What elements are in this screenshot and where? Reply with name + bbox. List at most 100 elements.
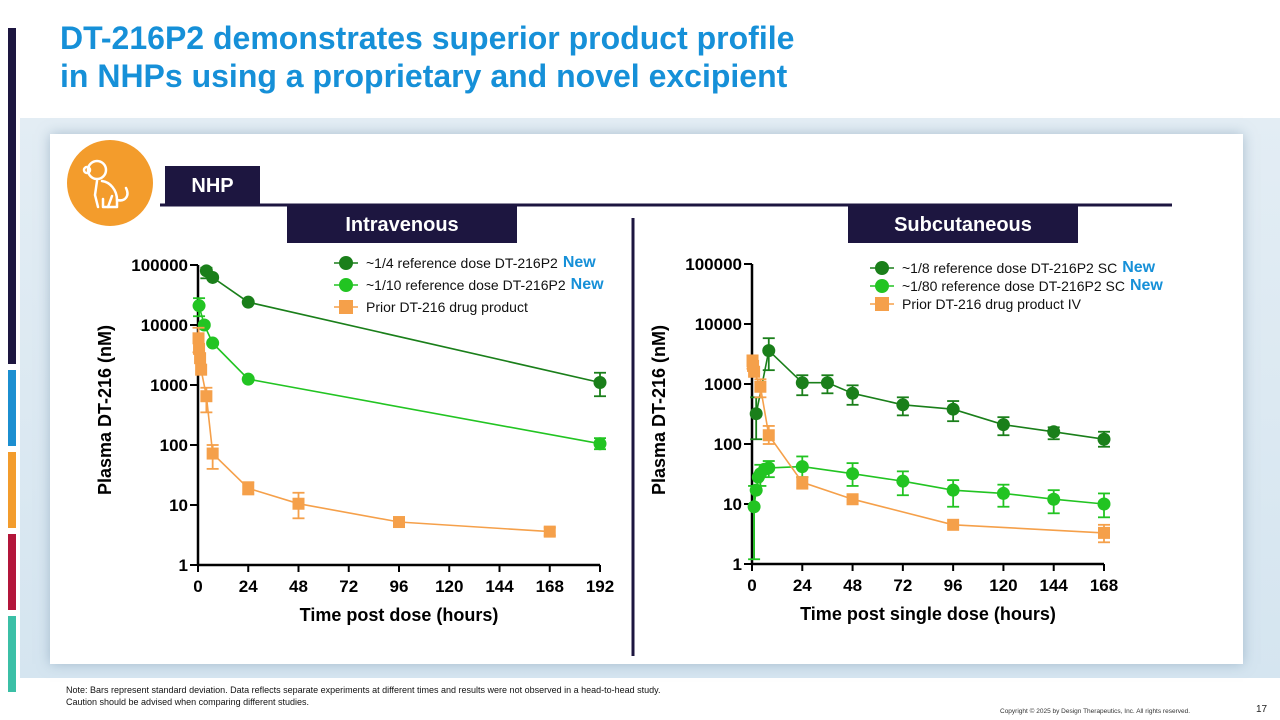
iv-xtick-label: 48 bbox=[289, 577, 308, 596]
sc-series-2 bbox=[746, 354, 1110, 544]
iv-ytick-label: 10 bbox=[169, 496, 188, 515]
sc-plot: 1 10 100 1000 10000 100000 0 24 48 72 96 120 144 168 P… bbox=[649, 255, 1163, 624]
iv-data-point bbox=[241, 295, 255, 309]
sc-new-badge: New bbox=[1122, 259, 1155, 276]
sc-data-point bbox=[946, 483, 960, 497]
sc-data-point bbox=[749, 407, 763, 421]
iv-data-point bbox=[200, 390, 213, 403]
iv-data-point bbox=[543, 525, 556, 538]
sc-legend-label: ~1/80 reference dose DT-216P2 SC bbox=[902, 278, 1125, 294]
sc-new-badge: New bbox=[1130, 277, 1163, 294]
sc-data-point bbox=[796, 476, 809, 489]
iv-xtick-label: 168 bbox=[536, 577, 564, 596]
copyright: Copyright © 2025 by Design Therapeutics,… bbox=[1000, 708, 1191, 715]
sc-data-point bbox=[846, 493, 859, 506]
accent-bar-navy bbox=[8, 28, 16, 364]
sc-data-point bbox=[996, 418, 1010, 432]
sc-xtick-label: 168 bbox=[1090, 576, 1118, 595]
sc-xtick-label: 24 bbox=[793, 576, 812, 595]
iv-data-point bbox=[197, 318, 211, 332]
sc-series-line bbox=[755, 349, 1105, 440]
sc-data-point bbox=[747, 500, 761, 514]
sc-data-point bbox=[762, 429, 775, 442]
iv-xtick-label: 0 bbox=[193, 577, 202, 596]
slide-title-line-2: in NHPs using a proprietary and novel ex… bbox=[60, 58, 788, 94]
iv-xlabel: Time post dose (hours) bbox=[300, 605, 499, 625]
accent-bar-orange bbox=[8, 452, 16, 528]
iv-legend-marker bbox=[339, 300, 353, 314]
iv-legend-marker bbox=[339, 256, 353, 270]
footnote: Note: Bars represent standard deviation.… bbox=[66, 685, 661, 707]
slide-title-line-1: DT-216P2 demonstrates superior product p… bbox=[60, 20, 795, 56]
sc-ytick-label: 1 bbox=[733, 555, 742, 574]
sc-ytick-label: 10000 bbox=[695, 315, 742, 334]
iv-legend-label: ~1/4 reference dose DT-216P2 bbox=[366, 255, 558, 271]
iv-legend-label: Prior DT-216 drug product bbox=[366, 299, 528, 315]
iv-legend: ~1/4 reference dose DT-216P2 New ~1/10 ref… bbox=[334, 254, 604, 315]
sc-ytick-label: 100000 bbox=[685, 255, 742, 274]
iv-data-point bbox=[292, 497, 305, 510]
sc-series-1 bbox=[747, 455, 1111, 561]
sc-legend-marker bbox=[875, 297, 889, 311]
sc-xlabel: Time post single dose (hours) bbox=[800, 604, 1056, 624]
species-label-box bbox=[165, 166, 260, 205]
iv-series-2 bbox=[192, 326, 556, 538]
sc-legend-label: ~1/8 reference dose DT-216P2 SC bbox=[902, 260, 1117, 276]
sc-series-0 bbox=[749, 337, 1111, 448]
iv-data-point bbox=[393, 516, 405, 529]
iv-data-point bbox=[206, 447, 219, 460]
sc-panel-title-text: Subcutaneous bbox=[894, 214, 1032, 236]
sc-data-point bbox=[1097, 497, 1111, 511]
iv-new-badge: New bbox=[563, 254, 596, 271]
iv-panel-title-text: Intravenous bbox=[345, 214, 458, 236]
sc-data-point bbox=[946, 402, 960, 416]
sc-xtick-label: 0 bbox=[747, 576, 756, 595]
iv-data-point bbox=[193, 342, 206, 355]
iv-xtick-label: 72 bbox=[339, 577, 358, 596]
iv-data-point bbox=[206, 270, 220, 284]
sc-ytick-label: 10 bbox=[723, 495, 742, 514]
sc-data-point bbox=[996, 486, 1010, 500]
sc-legend-marker bbox=[875, 261, 889, 275]
sc-xtick-label: 48 bbox=[843, 576, 862, 595]
sc-data-point bbox=[762, 344, 776, 358]
sc-data-point bbox=[846, 386, 860, 400]
sc-legend-label: Prior DT-216 drug product IV bbox=[902, 296, 1082, 312]
sc-data-point bbox=[1097, 432, 1111, 446]
iv-ytick-label: 10000 bbox=[141, 316, 188, 335]
iv-data-point bbox=[206, 336, 220, 350]
sc-xtick-label: 96 bbox=[944, 576, 963, 595]
iv-ytick-label: 1 bbox=[179, 556, 188, 575]
iv-data-point bbox=[593, 376, 607, 390]
iv-data-point bbox=[195, 363, 208, 376]
iv-xtick-label: 24 bbox=[239, 577, 258, 596]
sc-legend: ~1/8 reference dose DT-216P2 SC New ~1/80 … bbox=[870, 259, 1163, 312]
slide-title: DT-216P2 demonstrates superior product p… bbox=[60, 19, 794, 95]
iv-data-point bbox=[242, 482, 255, 495]
iv-ytick-label: 1000 bbox=[150, 376, 188, 395]
iv-xtick-label: 96 bbox=[390, 577, 409, 596]
sc-data-point bbox=[762, 461, 776, 475]
iv-xtick-label: 144 bbox=[485, 577, 514, 596]
sc-data-point bbox=[795, 460, 809, 474]
sc-ylabel: Plasma DT-216 (nM) bbox=[649, 325, 669, 495]
iv-ytick-label: 100000 bbox=[131, 256, 188, 275]
sc-legend-marker bbox=[875, 279, 889, 293]
sc-xtick-label: 120 bbox=[989, 576, 1017, 595]
iv-data-point bbox=[192, 332, 205, 345]
accent-bar-teal bbox=[8, 616, 16, 692]
iv-legend-label: ~1/10 reference dose DT-216P2 bbox=[366, 277, 566, 293]
sc-data-point bbox=[1047, 492, 1061, 506]
sc-data-point bbox=[896, 474, 910, 488]
iv-new-badge: New bbox=[571, 276, 604, 293]
sc-data-point bbox=[749, 483, 763, 497]
accent-bar-red bbox=[8, 534, 16, 610]
sc-ytick-label: 1000 bbox=[704, 375, 742, 394]
iv-ytick-label: 100 bbox=[160, 436, 188, 455]
sc-data-point bbox=[754, 380, 767, 393]
species-label: NHP bbox=[191, 175, 233, 197]
iv-series-line bbox=[197, 338, 550, 533]
iv-series-0 bbox=[199, 264, 607, 398]
sc-panel-title: Subcutaneous bbox=[848, 206, 1078, 243]
